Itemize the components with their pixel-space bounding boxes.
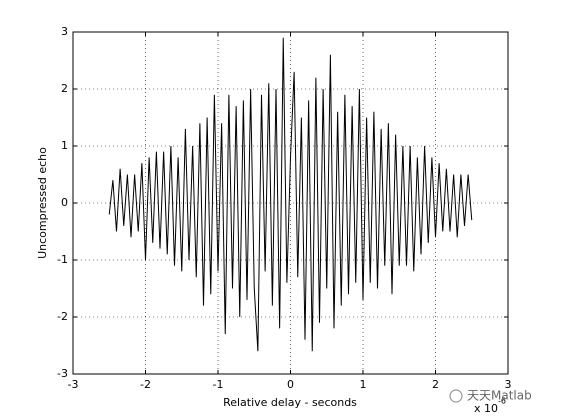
x-tick-label: 2	[432, 378, 439, 391]
x-tick-label: 1	[360, 378, 367, 391]
plot-area	[73, 32, 508, 374]
y-tick-label: 3	[61, 25, 68, 38]
x-tick-label: 3	[505, 378, 512, 391]
y-tick-label: 2	[61, 82, 68, 95]
y-tick-label: 0	[61, 196, 68, 209]
y-tick-label: -3	[57, 367, 68, 380]
axes-box	[72, 31, 509, 375]
y-tick-label: 1	[61, 139, 68, 152]
y-tick-label: -2	[57, 310, 68, 323]
x-tick-label: -3	[68, 378, 79, 391]
y-tick-label: -1	[57, 253, 68, 266]
y-axis-label: Uncompressed echo	[36, 147, 49, 259]
x-tick-label: -2	[140, 378, 151, 391]
x-scale-base: x 10	[474, 402, 498, 415]
x-tick-label: 0	[287, 378, 294, 391]
watermark: 天天Matlab	[467, 389, 532, 403]
watermark-icon	[449, 389, 463, 403]
x-tick-label: -1	[213, 378, 224, 391]
x-axis-label: Relative delay - seconds	[223, 396, 357, 409]
x-scale-exponent: -6	[498, 397, 506, 406]
signal-line	[108, 37, 473, 352]
